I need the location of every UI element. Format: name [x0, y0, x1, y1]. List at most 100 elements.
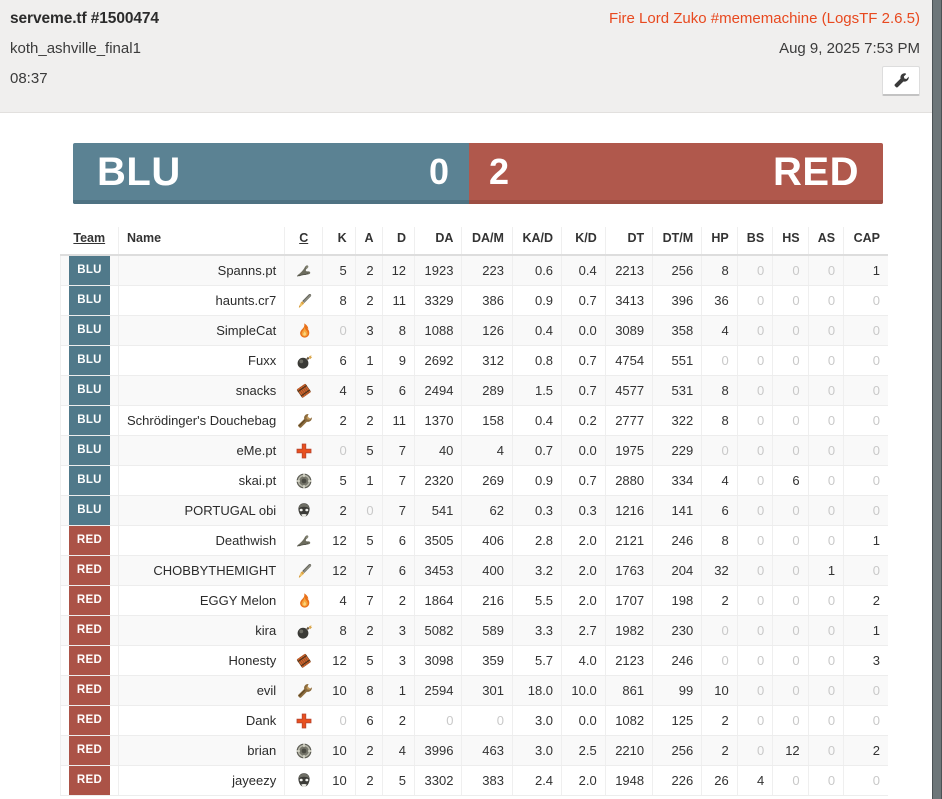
stat-k: 10 — [322, 765, 356, 796]
column-header-dt[interactable]: DT — [604, 227, 653, 256]
table-row[interactable]: RED Deathwish 12 5 6 3505 406 2.8 2.0 2121 246 8 0 0 0… — [60, 525, 888, 556]
stat-as: 0 — [807, 465, 844, 496]
stat-hs: 0 — [772, 375, 809, 406]
column-header-kd[interactable]: K/D — [561, 227, 606, 256]
player-name[interactable]: snacks — [117, 375, 285, 406]
player-name[interactable]: eMe.pt — [117, 435, 285, 466]
stat-da: 2320 — [414, 465, 462, 496]
stat-k: 5 — [322, 255, 356, 286]
column-header-hp[interactable]: HP — [701, 227, 738, 256]
stat-dam: 126 — [461, 315, 513, 346]
column-header-name[interactable]: Name — [117, 227, 285, 256]
stat-hp: 8 — [701, 525, 738, 556]
player-name[interactable]: PORTUGAL obi — [117, 495, 285, 526]
player-name[interactable]: skai.pt — [117, 465, 285, 496]
column-header-team[interactable]: Team — [60, 227, 119, 256]
player-name[interactable]: haunts.cr7 — [117, 285, 285, 316]
match-title[interactable]: Fire Lord Zuko #mememachine (LogsTF 2.6.… — [609, 10, 920, 27]
stat-a: 1 — [354, 465, 383, 496]
column-header-dtm[interactable]: DT/M — [652, 227, 702, 256]
page-scrollbar[interactable] — [932, 0, 942, 799]
stat-dam: 289 — [461, 375, 513, 406]
team-badge: BLU — [69, 256, 110, 285]
table-row[interactable]: BLU PORTUGAL obi 2 0 7 541 62 0.3 0.3 1216 141 6 0 0 0… — [60, 495, 888, 526]
stat-cap: 0 — [843, 555, 888, 586]
table-row[interactable]: BLU Fuxx 6 1 9 2692 312 0.8 0.7 4754 551 0 0 0 0 0 — [60, 345, 888, 376]
stat-k: 12 — [322, 525, 356, 556]
scrollbar-thumb[interactable] — [933, 0, 941, 799]
stat-d: 6 — [381, 375, 415, 406]
log-title: serveme.tf #1500474 — [10, 10, 159, 27]
stat-dtm: 531 — [652, 375, 702, 406]
column-header-dam[interactable]: DA/M — [461, 227, 513, 256]
stat-a: 2 — [354, 285, 383, 316]
stat-cap: 0 — [843, 765, 888, 796]
player-name[interactable]: Schrödinger's Douchebag — [117, 405, 285, 436]
column-header-a[interactable]: A — [354, 227, 383, 256]
stat-kd: 0.0 — [561, 705, 606, 736]
stat-da: 1370 — [414, 405, 462, 436]
stat-hs: 0 — [772, 675, 809, 706]
player-name[interactable]: jayeezy — [117, 765, 285, 796]
stat-da: 2494 — [414, 375, 462, 406]
red-team-label: RED — [773, 149, 859, 194]
players-table: Team Name C K A D DA DA/M KA/D K/D DT DT/M HP BS HS AS C… — [60, 227, 888, 796]
player-name[interactable]: CHOBBYTHEMIGHT — [117, 555, 285, 586]
stat-dt: 2213 — [604, 255, 653, 286]
player-name[interactable]: brian — [117, 735, 285, 766]
table-row[interactable]: RED evil 10 8 1 2594 301 18.0 10.0 861 99 10 0 0 0 0 — [60, 675, 888, 706]
stat-kd: 4.0 — [561, 645, 606, 676]
table-row[interactable]: RED Dank 0 6 2 0 0 3.0 0.0 1082 125 2 0 0 0 0 — [60, 705, 888, 736]
table-row[interactable]: RED brian 10 2 4 3996 463 3.0 2.5 2210 256 2 0 12 0 2 — [60, 735, 888, 766]
stat-hs: 0 — [772, 315, 809, 346]
stat-dam: 301 — [461, 675, 513, 706]
column-header-as[interactable]: AS — [807, 227, 844, 256]
player-name[interactable]: Deathwish — [117, 525, 285, 556]
column-header-hs[interactable]: HS — [772, 227, 809, 256]
stat-kd: 2.7 — [561, 615, 606, 646]
table-row[interactable]: RED CHOBBYTHEMIGHT 12 7 6 3453 400 3.2 2.0 1763 20… — [60, 555, 888, 586]
table-row[interactable]: BLU skai.pt 5 1 7 2320 269 0.9 0.7 2880 334 4 0 6 0 0 — [60, 465, 888, 496]
stat-cap: 0 — [843, 405, 888, 436]
stat-cap: 0 — [843, 375, 888, 406]
settings-button[interactable] — [882, 66, 920, 96]
table-row[interactable]: BLU Schrödinger's Douchebag 2 2 11 1370 158 0.4… — [60, 405, 888, 436]
table-row[interactable]: BLU SimpleCat 0 3 8 1088 126 0.4 0.0 3089 358 4 0 0 0 0 — [60, 315, 888, 346]
column-header-class[interactable]: C — [284, 227, 323, 256]
team-cell: BLU — [60, 375, 119, 406]
player-name[interactable]: EGGY Melon — [117, 585, 285, 616]
table-row[interactable]: BLU Spanns.pt 5 2 12 1923 223 0.6 0.4 2213 256 8 0 0 0… — [60, 255, 888, 286]
column-header-k[interactable]: K — [322, 227, 356, 256]
team-badge: RED — [69, 556, 110, 585]
team-cell: RED — [60, 585, 119, 616]
table-row[interactable]: RED Honesty 12 5 3 3098 359 5.7 4.0 2123 246 0 0 0 0 3 — [60, 645, 888, 676]
table-row[interactable]: BLU eMe.pt 0 5 7 40 4 0.7 0.0 1975 229 0 0 0 0 0 — [60, 435, 888, 466]
player-name[interactable]: SimpleCat — [117, 315, 285, 346]
table-row[interactable]: RED EGGY Melon 4 7 2 1864 216 5.5 2.0 1707 198 2 0 0 0… — [60, 585, 888, 616]
stat-as: 0 — [807, 675, 844, 706]
stat-kad: 2.8 — [511, 525, 562, 556]
stat-as: 0 — [807, 345, 844, 376]
player-name[interactable]: Spanns.pt — [117, 255, 285, 286]
column-header-bs[interactable]: BS — [736, 227, 773, 256]
column-header-da[interactable]: DA — [414, 227, 462, 256]
column-header-kad[interactable]: KA/D — [511, 227, 562, 256]
player-name[interactable]: Honesty — [117, 645, 285, 676]
column-header-cap[interactable]: CAP — [843, 227, 888, 256]
stat-hp: 4 — [701, 315, 738, 346]
stat-kd: 2.0 — [561, 555, 606, 586]
table-row[interactable]: RED kira 8 2 3 5082 589 3.3 2.7 1982 230 0 0 0 0 1 — [60, 615, 888, 646]
player-name[interactable]: Fuxx — [117, 345, 285, 376]
stat-hs: 0 — [772, 765, 809, 796]
stat-kad: 18.0 — [511, 675, 562, 706]
stat-cap: 0 — [843, 675, 888, 706]
table-row[interactable]: RED jayeezy 10 2 5 3302 383 2.4 2.0 1948 226 26 4 0 0 0 — [60, 765, 888, 796]
player-name[interactable]: Dank — [117, 705, 285, 736]
class-cell — [284, 255, 323, 286]
player-name[interactable]: kira — [117, 615, 285, 646]
column-header-d[interactable]: D — [381, 227, 415, 256]
table-row[interactable]: BLU snacks 4 5 6 2494 289 1.5 0.7 4577 531 8 0 0 0 0 — [60, 375, 888, 406]
stat-k: 0 — [322, 435, 356, 466]
player-name[interactable]: evil — [117, 675, 285, 706]
table-row[interactable]: BLU haunts.cr7 8 2 11 3329 386 0.9 0.7 3413 396 36 0… — [60, 285, 888, 316]
